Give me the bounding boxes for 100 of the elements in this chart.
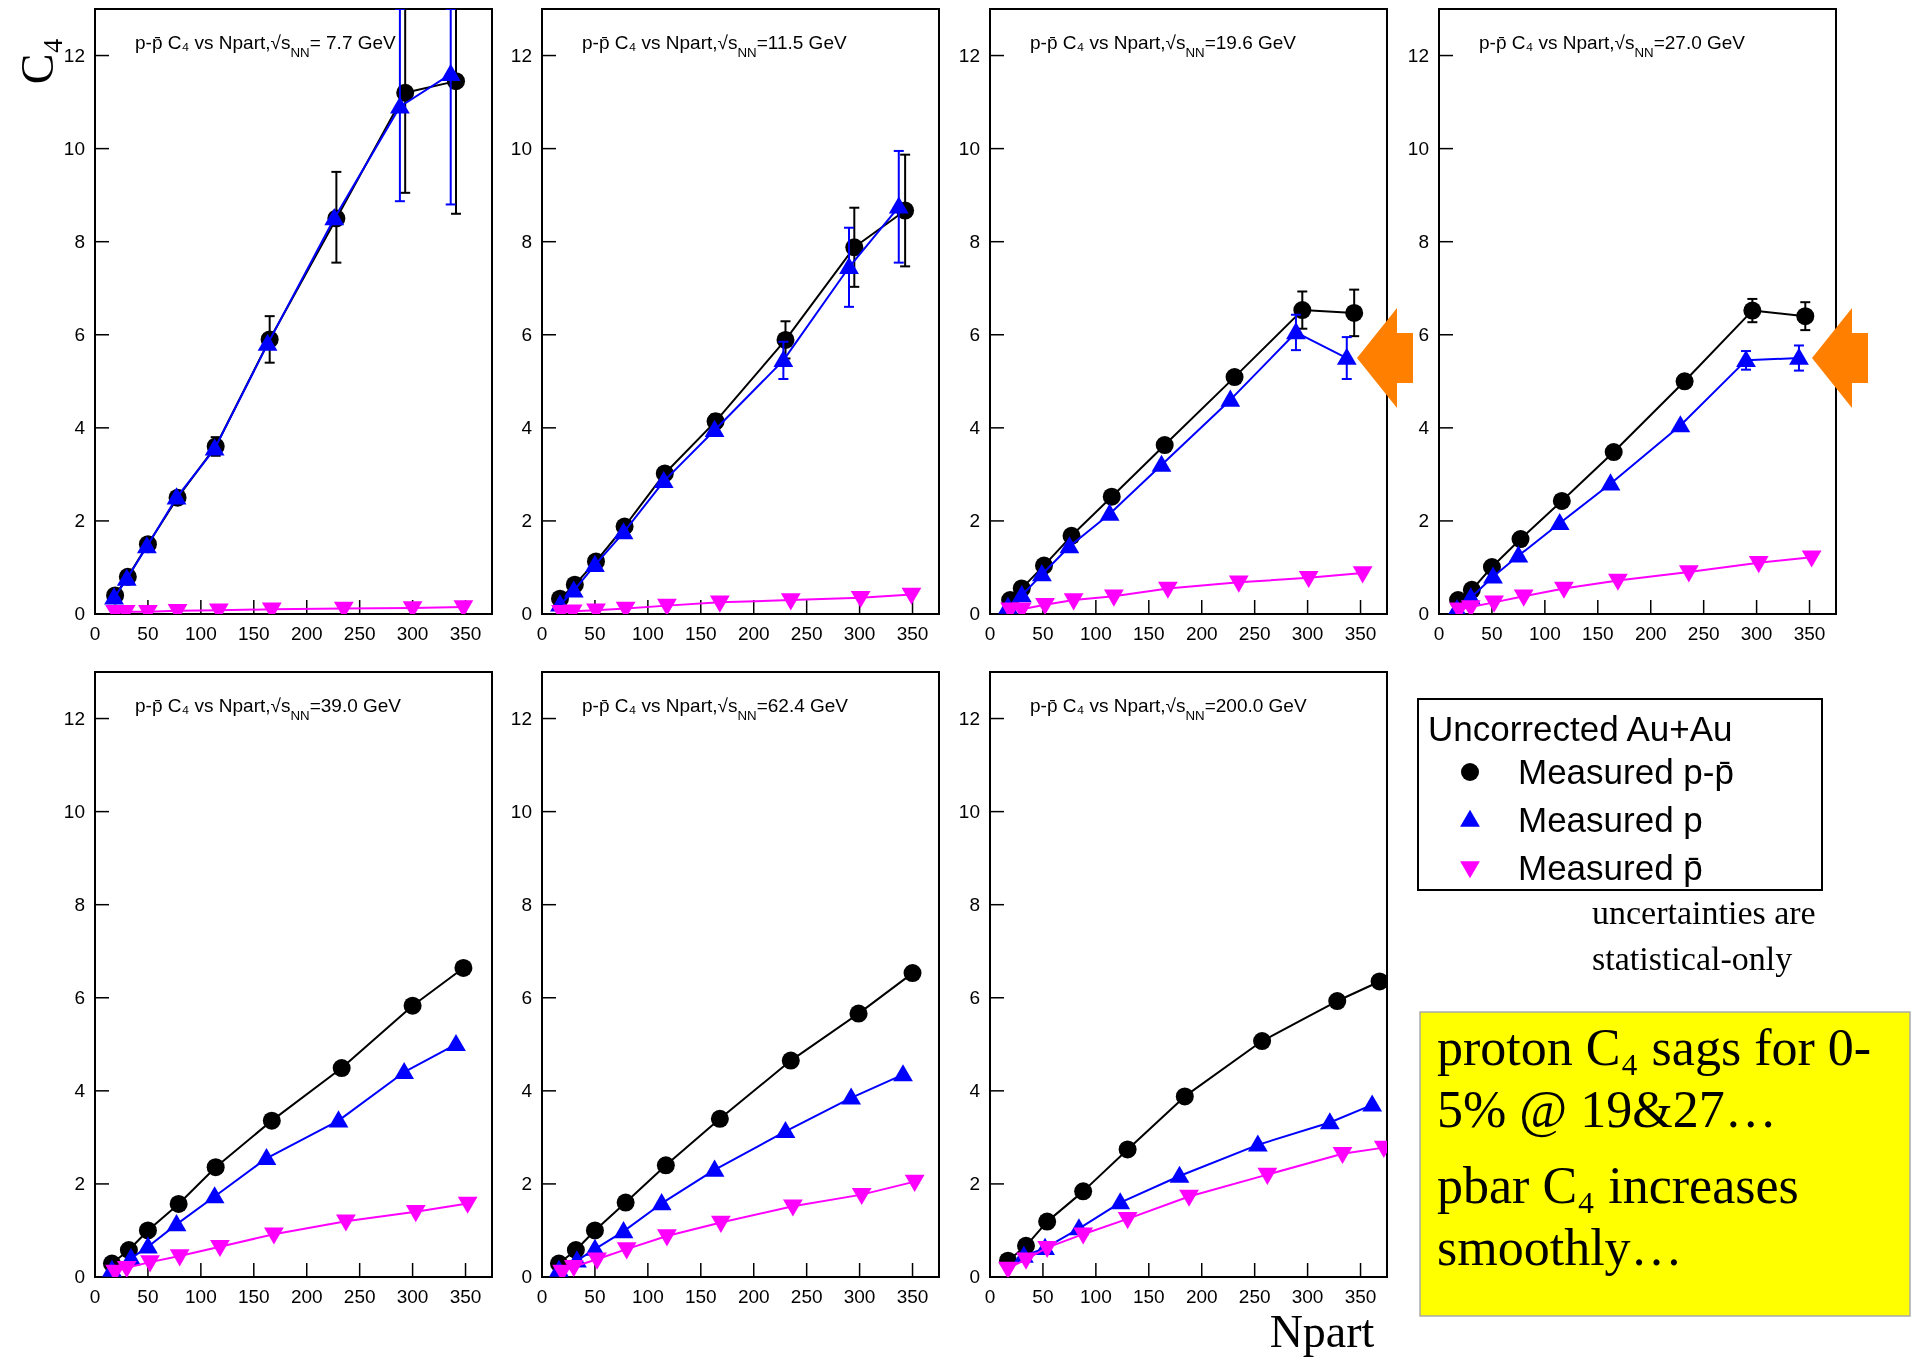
text: p-p̄ C₄ vs Npart,√s$_{NN}$=62.4 GeV (582, 695, 849, 723)
x-tick-label: 150 (684, 1286, 717, 1307)
x-tick-label: 0 (89, 623, 101, 644)
point (585, 1221, 604, 1240)
point (204, 1186, 225, 1204)
point (1336, 347, 1357, 365)
y-tick-label: 6 (969, 323, 980, 345)
point (888, 196, 909, 214)
x-tick-label: 150 (237, 1286, 270, 1307)
point (1016, 1252, 1036, 1270)
point (1483, 566, 1503, 584)
point (440, 63, 461, 81)
x-tick-label: 200 (1185, 1286, 1218, 1307)
point (1789, 347, 1809, 365)
point (1011, 585, 1032, 603)
y-tick-label: 0 (521, 1266, 532, 1287)
point (1675, 372, 1694, 391)
point (1604, 443, 1623, 462)
y-tick-label: 10 (63, 800, 85, 822)
point (454, 958, 473, 977)
point (657, 598, 677, 614)
x-tick-label: 250 (1238, 623, 1271, 644)
point (1370, 972, 1387, 991)
point (1484, 595, 1504, 613)
point (1608, 573, 1628, 591)
point (390, 96, 410, 114)
point (1736, 350, 1756, 368)
y-tick-label: 12 (958, 44, 980, 66)
point (1670, 415, 1691, 433)
y-tick-label: 6 (969, 986, 980, 1008)
y-tick-label: 8 (521, 230, 532, 252)
x-tick-label: 100 (185, 623, 217, 644)
point (1345, 303, 1364, 322)
x-tick-label: 0 (1433, 623, 1445, 644)
point (710, 1109, 729, 1128)
point (1293, 301, 1312, 320)
x-tick-label: 350 (1344, 623, 1377, 644)
x-tick-label: 100 (185, 1286, 217, 1307)
x-tick-label: 100 (632, 623, 664, 644)
y-tick-label: 2 (969, 1172, 980, 1194)
y-tick-label: 4 (969, 1079, 981, 1101)
x-tick-label: 150 (1132, 623, 1165, 644)
x-tick-label: 250 (1238, 1286, 1271, 1307)
point (140, 1255, 160, 1273)
x-tick-label: 50 (1032, 1286, 1054, 1307)
text: p-p̄ C₄ vs Npart,√s$_{NN}$=200.0 GeV (1030, 695, 1307, 723)
point (1511, 530, 1530, 549)
x-tick-label: 50 (137, 623, 159, 644)
y-tick-label: 10 (510, 137, 532, 159)
point (1175, 1087, 1194, 1106)
point (1554, 581, 1574, 599)
point (613, 522, 634, 540)
x-tick-label: 350 (1793, 623, 1826, 644)
point (616, 1242, 637, 1260)
point (1352, 566, 1373, 584)
x-tick-label: 100 (1080, 623, 1112, 644)
x-axis-title: Npart (1269, 1306, 1375, 1357)
point (1073, 1227, 1094, 1245)
point (773, 350, 794, 368)
y-tick-label: 10 (958, 800, 980, 822)
point (1253, 1032, 1272, 1051)
y-tick-label: 0 (969, 603, 980, 624)
point (903, 964, 922, 983)
point (1103, 589, 1124, 607)
y-tick-label: 6 (74, 323, 85, 345)
point (656, 1156, 675, 1175)
point (328, 1110, 349, 1128)
point (138, 1236, 158, 1254)
point (336, 1214, 356, 1232)
point (616, 1193, 635, 1212)
x-tick-label: 350 (449, 1286, 482, 1307)
point (169, 1194, 188, 1213)
point (904, 1174, 925, 1192)
y-tick-label: 4 (969, 416, 981, 438)
x-tick-label: 200 (1634, 623, 1667, 644)
point (1074, 1182, 1093, 1201)
point (169, 1249, 190, 1267)
x-tick-label: 50 (1481, 623, 1503, 644)
point (332, 1059, 351, 1078)
x-tick-label: 250 (343, 1286, 376, 1307)
point (1031, 564, 1052, 582)
y-tick-label: 12 (510, 707, 532, 729)
point (457, 1196, 478, 1214)
point (1220, 389, 1241, 407)
x-tick-label: 300 (1291, 623, 1324, 644)
x-tick-label: 200 (1185, 623, 1218, 644)
point (166, 1214, 187, 1232)
point (1099, 503, 1120, 521)
y-tick-label: 0 (969, 1266, 980, 1287)
x-tick-label: 200 (737, 1286, 770, 1307)
text: proton C₄ sags for 0-5% @ 19&27… (1437, 1018, 1873, 1140)
point (839, 256, 859, 275)
x-tick-label: 250 (790, 623, 823, 644)
legend-label: Measured p̄ (1518, 848, 1703, 887)
point (1225, 368, 1244, 387)
x-tick-label: 250 (790, 1286, 823, 1307)
x-tick-label: 0 (536, 623, 548, 644)
point (651, 1193, 672, 1211)
y-tick-label: 2 (521, 509, 532, 531)
point (783, 1199, 803, 1217)
